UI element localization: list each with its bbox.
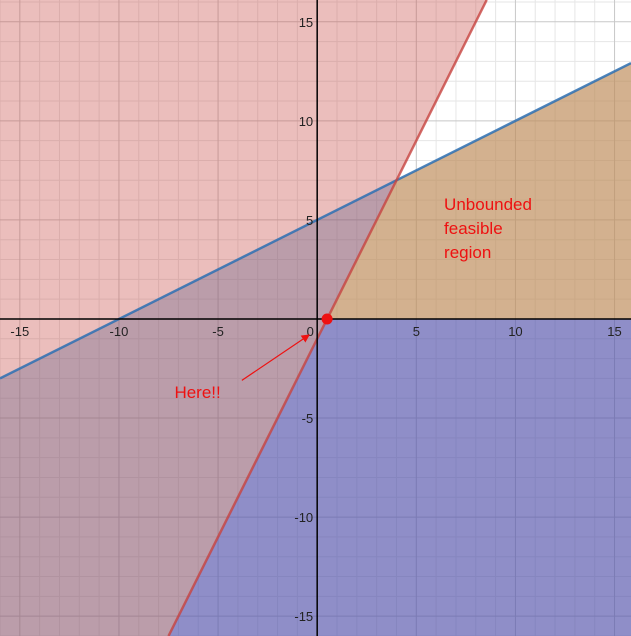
annotation-arrow bbox=[241, 334, 310, 381]
y-tick-label: -15 bbox=[294, 609, 313, 624]
annotation-line: region bbox=[444, 243, 491, 262]
x-tick-label: -10 bbox=[110, 324, 129, 339]
point-annotation: Here!! bbox=[174, 383, 220, 402]
x-tick-label: -15 bbox=[10, 324, 29, 339]
boundary-line-blue bbox=[0, 61, 631, 380]
x-tick-label: -5 bbox=[212, 324, 224, 339]
y-tick-label: -5 bbox=[302, 411, 314, 426]
x-tick-label: 5 bbox=[413, 324, 420, 339]
y-tick-label: -10 bbox=[294, 510, 313, 525]
y-tick-label: 15 bbox=[299, 15, 313, 30]
y-tick-label: 10 bbox=[299, 114, 313, 129]
region-red bbox=[0, 0, 487, 636]
region-annotation: Unbounded feasible region bbox=[444, 195, 532, 262]
highlight-point bbox=[321, 313, 333, 325]
x-tick-label: 10 bbox=[508, 324, 522, 339]
annotation-line: Unbounded bbox=[444, 195, 532, 214]
y-tick-label: 5 bbox=[306, 213, 313, 228]
annotation-line: Here!! bbox=[174, 383, 220, 402]
region-purple bbox=[168, 318, 631, 636]
feasible-region bbox=[327, 63, 631, 319]
x-tick-label: 15 bbox=[607, 324, 621, 339]
annotation-line: feasible bbox=[444, 219, 503, 238]
x-tick-label: 0 bbox=[307, 324, 314, 339]
